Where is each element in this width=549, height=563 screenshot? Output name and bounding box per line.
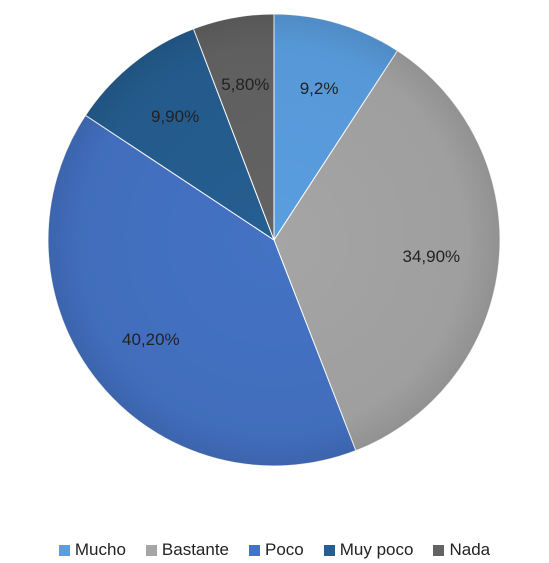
legend-label: Bastante (161, 540, 230, 559)
legend-label: Nada (449, 540, 491, 559)
legend-item-mucho: Mucho (58, 540, 126, 560)
legend-item-bastante: Bastante (145, 540, 230, 560)
slice-label-muy-poco: 9,90% (151, 107, 199, 126)
legend-label: Mucho (74, 540, 126, 559)
legend-label: Poco (265, 540, 304, 559)
legend-label: Muy poco (339, 540, 414, 559)
legend: Mucho Bastante Poco Muy poco Nada (0, 538, 549, 562)
legend-swatch (58, 544, 70, 556)
slice-label-poco: 40,20% (122, 330, 180, 349)
legend-item-nada: Nada (433, 540, 490, 560)
legend-item-poco: Poco (249, 540, 304, 560)
slice-label-bastante: 34,90% (403, 247, 461, 266)
legend-item-muy-poco: Muy poco (323, 540, 414, 560)
slice-label-nada: 5,80% (221, 75, 269, 94)
slice-label-mucho: 9,2% (300, 79, 339, 98)
legend-swatch (249, 544, 261, 556)
legend-swatch (433, 544, 445, 556)
legend-swatch (145, 544, 157, 556)
pie-chart: 9,2% 34,90% 40,20% 9,90% 5,80% (47, 13, 501, 467)
legend-swatch (323, 544, 335, 556)
